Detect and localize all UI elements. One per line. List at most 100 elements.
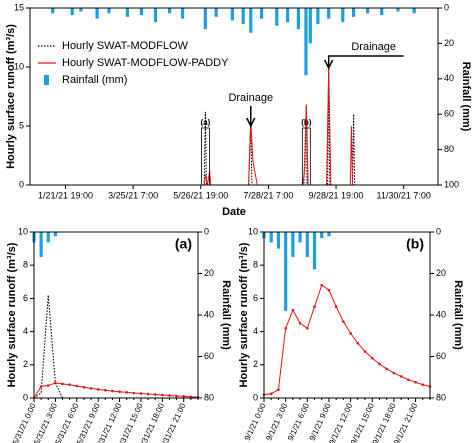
point bbox=[370, 356, 374, 360]
point bbox=[61, 382, 64, 386]
rain-bar bbox=[214, 8, 218, 17]
y-tick-label: 4 bbox=[253, 326, 258, 336]
arrow-head bbox=[324, 59, 334, 70]
rain-bar bbox=[304, 8, 308, 76]
point bbox=[327, 288, 331, 292]
y2-tick-label: 40 bbox=[436, 309, 446, 319]
y2-tick-label: 80 bbox=[436, 392, 446, 402]
y2-tick-label: 60 bbox=[444, 109, 454, 119]
point bbox=[161, 393, 164, 397]
rain-bar bbox=[316, 8, 320, 24]
rain-bar bbox=[298, 232, 302, 243]
rain-bar bbox=[275, 8, 279, 26]
y2-tick-label: 40 bbox=[444, 73, 454, 83]
y2-tick-label: 60 bbox=[436, 351, 446, 361]
point bbox=[175, 394, 178, 398]
runoff-line bbox=[33, 382, 199, 399]
y-tick-label: 15 bbox=[14, 2, 24, 12]
y-tick-label: 0 bbox=[253, 392, 258, 402]
rain-bar bbox=[285, 8, 290, 23]
annotation: (b) bbox=[301, 118, 312, 127]
x-tick-label: 9/28/21 19:00 bbox=[309, 190, 364, 200]
point bbox=[385, 367, 388, 371]
y2-axis-label: Rainfall (mm) bbox=[452, 280, 464, 350]
annotation: Drainage bbox=[228, 92, 273, 104]
point bbox=[356, 341, 360, 345]
y2-tick-label: 20 bbox=[436, 268, 446, 278]
plot-frame bbox=[33, 231, 199, 399]
rain-bar bbox=[276, 232, 281, 249]
rain-bar bbox=[46, 232, 50, 243]
y2-tick-label: 100 bbox=[444, 179, 459, 189]
panel-label: (b) bbox=[406, 236, 424, 252]
point bbox=[392, 371, 396, 375]
point bbox=[153, 393, 157, 396]
point bbox=[96, 388, 100, 391]
rain-bar bbox=[308, 8, 312, 44]
rain-bar bbox=[291, 232, 295, 257]
arrow bbox=[327, 55, 404, 66]
runoff-line bbox=[33, 295, 198, 399]
point bbox=[139, 392, 143, 395]
y-tick-label: 10 bbox=[248, 226, 258, 236]
point bbox=[168, 394, 171, 397]
point bbox=[68, 383, 71, 387]
y-tick-label: 2 bbox=[23, 359, 28, 369]
y-tick-label: 0 bbox=[23, 392, 28, 402]
point bbox=[306, 326, 309, 330]
rain-bar bbox=[412, 8, 416, 14]
point bbox=[182, 395, 186, 398]
point bbox=[189, 395, 193, 399]
rain-bar bbox=[180, 8, 185, 19]
rain-bar bbox=[269, 232, 273, 243]
plot-frame bbox=[263, 231, 431, 399]
x-tick-label: 5/26/21 19:00 bbox=[173, 190, 228, 200]
point bbox=[378, 362, 381, 366]
rain-bar bbox=[53, 232, 57, 237]
x-tick-label: 9/1/21 0:00 bbox=[243, 401, 268, 442]
y-axis-label: Hourly surface runoff (m³/s) bbox=[6, 242, 18, 387]
legend-swatch bbox=[44, 75, 49, 85]
runoff-line bbox=[263, 284, 431, 396]
point bbox=[342, 320, 345, 323]
rain-bar bbox=[305, 232, 309, 257]
rain-bar bbox=[380, 8, 384, 16]
point bbox=[421, 383, 425, 387]
runoff-line bbox=[203, 66, 353, 186]
point bbox=[111, 389, 114, 393]
zoom-box bbox=[301, 127, 311, 186]
rain-bar bbox=[230, 8, 234, 21]
rain-bar bbox=[139, 8, 144, 16]
rain-bar bbox=[327, 8, 331, 19]
arrow-head bbox=[246, 117, 256, 128]
point bbox=[54, 381, 57, 385]
x-axis-label: Date bbox=[222, 206, 246, 218]
y2-axis-label: Rainfall (mm) bbox=[220, 280, 232, 350]
rain-bar bbox=[327, 232, 331, 237]
point bbox=[269, 392, 273, 396]
rain-bar bbox=[107, 8, 111, 14]
rain-bar bbox=[168, 8, 172, 14]
point bbox=[39, 385, 43, 388]
y-tick-label: 6 bbox=[253, 293, 258, 303]
y-tick-label: 8 bbox=[253, 260, 258, 270]
y-axis-label: Hourly surface runoff (m³/s) bbox=[238, 242, 250, 387]
rain-bar bbox=[396, 8, 400, 12]
plot-frame bbox=[29, 7, 439, 186]
point bbox=[104, 388, 107, 392]
rain-bar bbox=[39, 232, 43, 257]
annotation: Drainage bbox=[351, 41, 396, 53]
rain-bar bbox=[296, 8, 300, 30]
x-tick-label: 1/21/21 19:00 bbox=[38, 190, 93, 200]
y2-tick-label: 20 bbox=[444, 38, 454, 48]
rain-bar bbox=[320, 232, 324, 239]
rain-bar bbox=[341, 8, 345, 23]
x-tick-label: 9/1/21 6:00 bbox=[286, 401, 311, 442]
x-tick-label: 9/1/21 3:00 bbox=[264, 401, 289, 442]
x-tick-label: 11/30/21 7:00 bbox=[376, 190, 430, 200]
point bbox=[75, 384, 79, 388]
legend-label: Hourly SWAT-MODFLOW bbox=[62, 40, 189, 52]
y2-axis-label: Rainfall (mm) bbox=[460, 62, 472, 132]
rain-bar bbox=[95, 8, 99, 19]
